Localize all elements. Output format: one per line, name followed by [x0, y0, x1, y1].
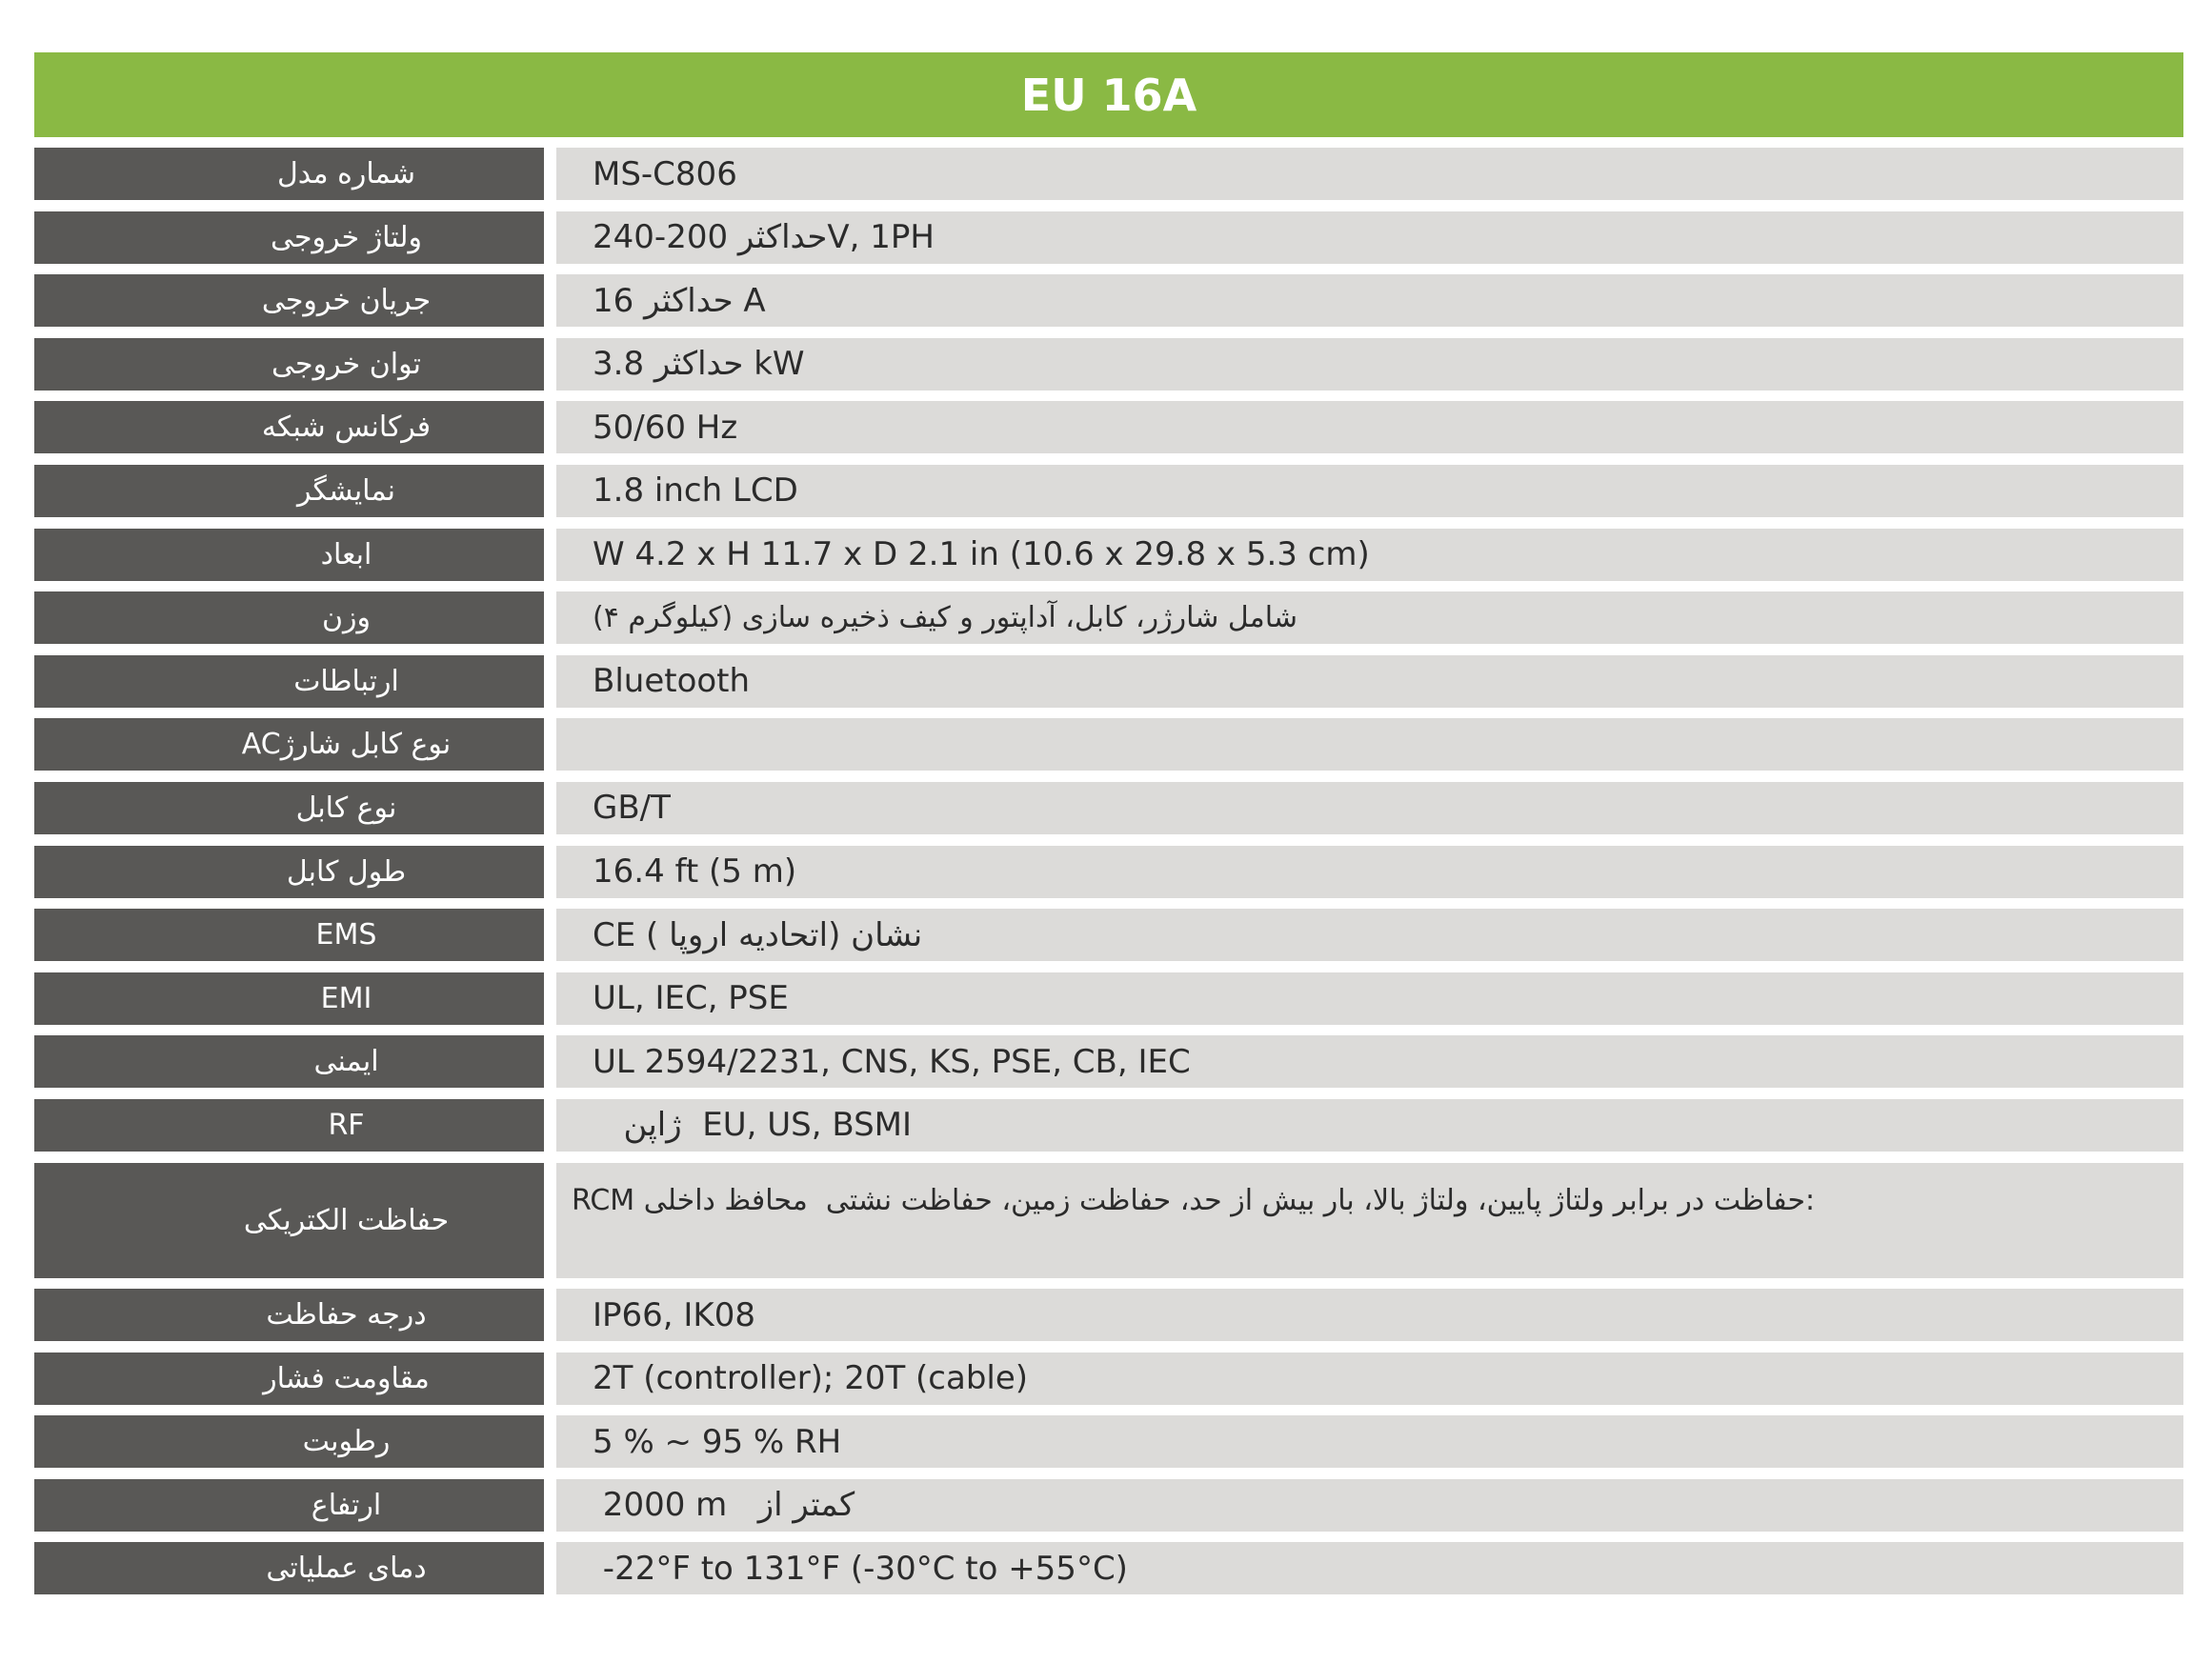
spec-value-cell: 2000 m کمتر از [556, 1478, 2183, 1532]
spec-value-cell: ژاپن EU, US, BSMI [556, 1098, 2183, 1152]
spec-value: -22°F to 131°F (-30°C to +55°C) [593, 1549, 1128, 1588]
spec-label: RF [34, 1098, 544, 1152]
spec-value-cell: 5 % ~ 95 % RH [556, 1415, 2183, 1469]
spec-value: W 4.2 x H 11.7 x D 2.1 in (10.6 x 29.8 x… [593, 535, 1370, 574]
spec-row: EMS CE نشان (اتحادیه اروپا ) [34, 909, 2183, 962]
spec-label: نمایشگر [34, 464, 544, 517]
spec-row: ابعاد W 4.2 x H 11.7 x D 2.1 in (10.6 x 2… [34, 528, 2183, 581]
spec-label: ارتباطات [34, 654, 544, 708]
spec-value-cell: -22°F to 131°F (-30°C to +55°C) [556, 1542, 2183, 1595]
spec-value: :حفاظت در برابر ولتاژ پایین، ولتاژ بالا،… [572, 1183, 1816, 1217]
spec-value-cell: Bluetooth [556, 654, 2183, 708]
spec-value-cell: UL 2594/2231, CNS, KS, PSE, CB, IEC [556, 1035, 2183, 1089]
spec-row: نمایشگر 1.8 inch LCD [34, 464, 2183, 517]
spec-value-cell: 2T (controller); 20T (cable) [556, 1352, 2183, 1405]
spec-label: رطوبت [34, 1415, 544, 1469]
spec-value: MS-C806 [593, 154, 737, 193]
spec-value-cell: حداکثر 16 A [556, 274, 2183, 328]
spec-row: EMI UL, IEC, PSE [34, 972, 2183, 1025]
spec-value: ژاپن EU, US, BSMI [593, 1106, 913, 1145]
spec-label: دمای عملیاتی [34, 1542, 544, 1595]
spec-value: 2000 m کمتر از [593, 1486, 855, 1525]
spec-label: EMS [34, 909, 544, 962]
spec-label: EMI [34, 972, 544, 1025]
spec-label: طول کابل [34, 845, 544, 898]
spec-value-cell: MS-C806 [556, 148, 2183, 200]
spec-row: حفاظت الکتریکی :حفاظت در برابر ولتاژ پایی… [34, 1162, 2183, 1278]
spec-label: ارتفاع [34, 1478, 544, 1532]
spec-row: ولتاژ خروجی حداکثر 200-240V, 1PH [34, 210, 2183, 264]
spec-row: ارتباطات Bluetooth [34, 654, 2183, 708]
spec-value-cell: CE نشان (اتحادیه اروپا ) [556, 909, 2183, 962]
spec-value: 16.4 ft (5 m) [593, 852, 797, 892]
spec-row: مقاومت فشار 2T (controller); 20T (cable) [34, 1352, 2183, 1405]
spec-value-cell: حداکثر 3.8 kW [556, 337, 2183, 391]
spec-value-cell: 1.8 inch LCD [556, 464, 2183, 517]
spec-value: 50/60 Hz [593, 408, 738, 447]
spec-value: CE نشان (اتحادیه اروپا ) [593, 915, 923, 954]
spec-value-cell: IP66, IK08 [556, 1289, 2183, 1342]
spec-row: توان خروجی حداکثر 3.8 kW [34, 337, 2183, 391]
spec-row: طول کابل 16.4 ft (5 m) [34, 845, 2183, 898]
spec-label: توان خروجی [34, 337, 544, 391]
spec-row: فرکانس شبکه 50/60 Hz [34, 401, 2183, 454]
spec-label: جریان خروجی [34, 274, 544, 328]
spec-value: 5 % ~ 95 % RH [593, 1422, 842, 1461]
spec-label: فرکانس شبکه [34, 401, 544, 454]
spec-row: رطوبت 5 % ~ 95 % RH [34, 1415, 2183, 1469]
spec-value: حداکثر 16 A [593, 281, 766, 320]
spec-value-cell: 16.4 ft (5 m) [556, 845, 2183, 898]
spec-label: نوع کابل شارژAC [34, 718, 544, 771]
spec-row: وزن شامل شارژر، کابل، آداپتور و کیف ذخیره… [34, 591, 2183, 645]
spec-row: نوع کابل GB/T [34, 781, 2183, 834]
spec-value-cell: شامل شارژر، کابل، آداپتور و کیف ذخیره سا… [556, 591, 2183, 645]
spec-row: شماره مدل MS-C806 [34, 148, 2183, 200]
spec-row: دمای عملیاتی -22°F to 131°F (-30°C to +5… [34, 1542, 2183, 1595]
spec-label: وزن [34, 591, 544, 645]
spec-value: Bluetooth [593, 662, 751, 701]
spec-row: ارتفاع 2000 m کمتر از [34, 1478, 2183, 1532]
spec-label: ولتاژ خروجی [34, 210, 544, 264]
spec-value-cell: 50/60 Hz [556, 401, 2183, 454]
table-title-bar: EU 16A [34, 52, 2183, 137]
table-title: EU 16A [1020, 69, 1197, 121]
spec-value-cell: :حفاظت در برابر ولتاژ پایین، ولتاژ بالا،… [556, 1162, 2183, 1278]
spec-row: RF ژاپن EU, US, BSMI [34, 1098, 2183, 1152]
spec-label: نوع کابل [34, 781, 544, 834]
spec-row: نوع کابل شارژAC [34, 718, 2183, 771]
spec-label: شماره مدل [34, 148, 544, 200]
spec-row: جریان خروجی حداکثر 16 A [34, 274, 2183, 328]
spec-value-cell: UL, IEC, PSE [556, 972, 2183, 1025]
spec-value: 2T (controller); 20T (cable) [593, 1359, 1029, 1398]
spec-value: IP66, IK08 [593, 1295, 755, 1334]
spec-value-cell [556, 718, 2183, 771]
spec-value-cell: W 4.2 x H 11.7 x D 2.1 in (10.6 x 29.8 x… [556, 528, 2183, 581]
spec-value: حداکثر 3.8 kW [593, 345, 805, 384]
spec-value: UL 2594/2231, CNS, KS, PSE, CB, IEC [593, 1042, 1191, 1081]
spec-table: شماره مدل MS-C806 ولتاژ خروجی حداکثر 200-24… [34, 148, 2183, 1595]
spec-value: 1.8 inch LCD [593, 471, 798, 511]
spec-row: درجه حفاظت IP66, IK08 [34, 1289, 2183, 1342]
spec-label: ایمنی [34, 1035, 544, 1089]
spec-label: حفاظت الکتریکی [34, 1162, 544, 1278]
spec-value: حداکثر 200-240V, 1PH [593, 218, 935, 257]
spec-value: GB/T [593, 789, 671, 828]
spec-label: مقاومت فشار [34, 1352, 544, 1405]
spec-label: ابعاد [34, 528, 544, 581]
spec-row: ایمنی UL 2594/2231, CNS, KS, PSE, CB, IEC [34, 1035, 2183, 1089]
spec-value-cell: حداکثر 200-240V, 1PH [556, 210, 2183, 264]
spec-value-cell: GB/T [556, 781, 2183, 834]
spec-label: درجه حفاظت [34, 1289, 544, 1342]
spec-value: شامل شارژر، کابل، آداپتور و کیف ذخیره سا… [593, 601, 1297, 635]
spec-value: UL, IEC, PSE [593, 979, 789, 1018]
